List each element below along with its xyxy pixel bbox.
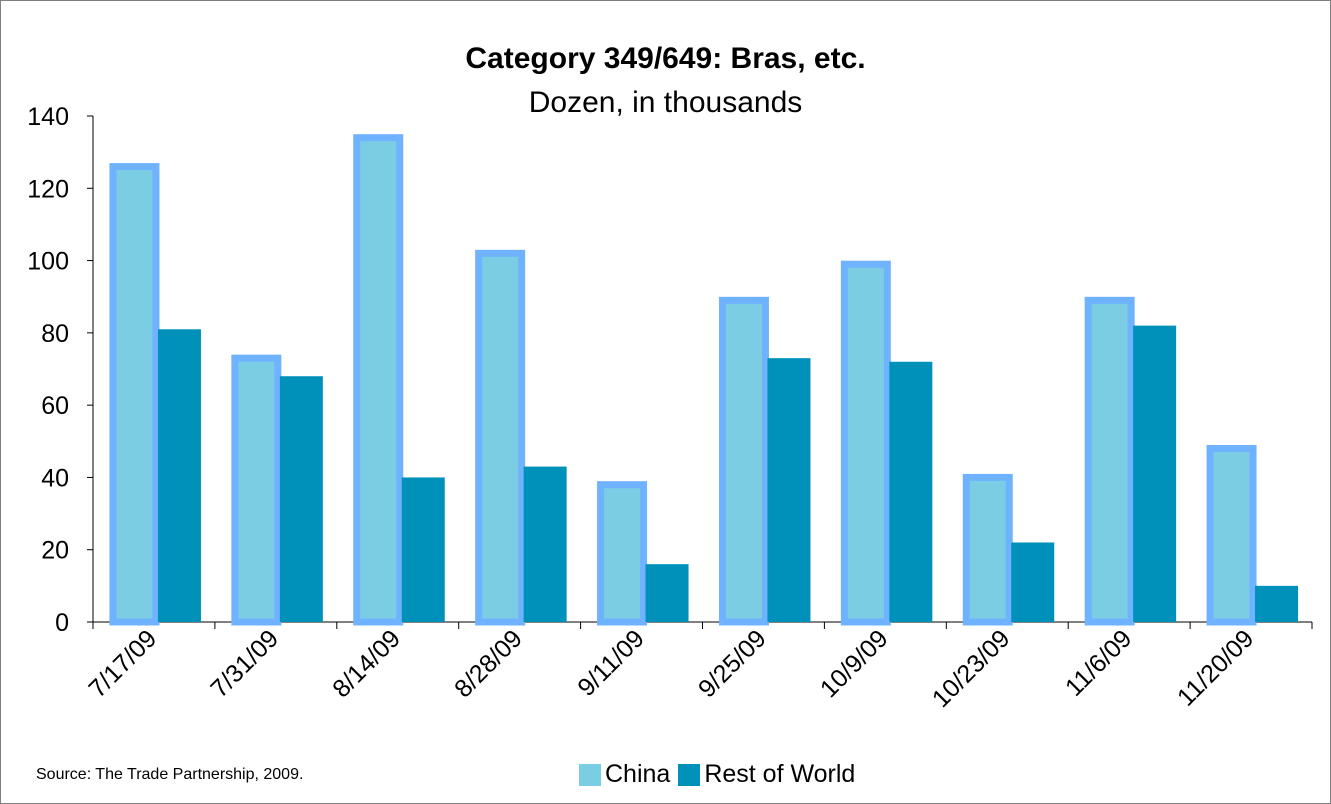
- y-tick-label: 60: [41, 392, 69, 420]
- bar-china-8-28-09: [475, 249, 526, 626]
- bar-china-7-31-09: [231, 354, 282, 626]
- legend-item-china: China: [579, 760, 670, 789]
- x-tick-label: 8/28/09: [449, 624, 528, 703]
- bar-rest-of-world-10-9-09: [889, 361, 933, 622]
- x-tick-label: 7/17/09: [83, 624, 162, 703]
- bar-rest-of-world-10-23-09: [1011, 542, 1055, 622]
- x-tick-label: 11/20/09: [1172, 624, 1259, 711]
- bar-rest-of-world-9-11-09: [645, 564, 689, 622]
- x-tick-label: 9/11/09: [572, 624, 649, 701]
- legend-label-china: China: [605, 760, 671, 788]
- bar-china-8-14-09: [353, 134, 404, 626]
- x-tick-label: 11/6/09: [1060, 624, 1137, 701]
- bar-rest-of-world-8-14-09: [401, 477, 445, 622]
- bar-rest-of-world-11-6-09: [1133, 325, 1177, 622]
- x-tick-label: 8/14/09: [327, 624, 406, 703]
- x-tick-label: 7/31/09: [205, 624, 284, 703]
- bar-china-11-6-09: [1084, 296, 1135, 626]
- legend-label-rest-of-world: Rest of World: [704, 760, 856, 788]
- bar-rest-of-world-8-28-09: [523, 466, 567, 622]
- y-tick-label: 0: [55, 609, 69, 637]
- source-note: Source: The Trade Partnership, 2009.: [36, 766, 304, 783]
- legend: China Rest of World: [579, 760, 863, 789]
- bar-china-9-25-09: [718, 296, 769, 626]
- x-tick-label: 9/25/09: [693, 624, 772, 703]
- y-tick-label: 120: [27, 175, 69, 203]
- bar-china-10-23-09: [962, 473, 1013, 626]
- bar-china-7-17-09: [109, 163, 160, 626]
- legend-item-rest-of-world: Rest of World: [678, 760, 855, 789]
- bar-rest-of-world-7-17-09: [157, 329, 201, 622]
- x-tick-label: 10/23/09: [927, 624, 1016, 713]
- bar-china-9-11-09: [597, 481, 648, 626]
- bar-rest-of-world-11-20-09: [1255, 585, 1299, 622]
- chart-title: Category 349/649: Bras, etc.: [465, 42, 866, 75]
- chart-subtitle: Dozen, in thousands: [528, 86, 803, 119]
- y-tick-label: 140: [27, 103, 69, 131]
- bar-rest-of-world-9-25-09: [767, 358, 811, 622]
- bar-rest-of-world-7-31-09: [279, 376, 323, 622]
- bar-china-11-20-09: [1206, 445, 1257, 626]
- legend-swatch-china: [579, 763, 601, 786]
- legend-swatch-rest-of-world: [678, 763, 701, 786]
- y-tick-label: 20: [41, 537, 69, 565]
- bar-china-10-9-09: [840, 260, 891, 626]
- x-tick-label: 10/9/09: [815, 624, 894, 703]
- y-tick-label: 100: [27, 248, 69, 276]
- y-tick-label: 80: [41, 320, 69, 348]
- y-tick-label: 40: [41, 464, 69, 492]
